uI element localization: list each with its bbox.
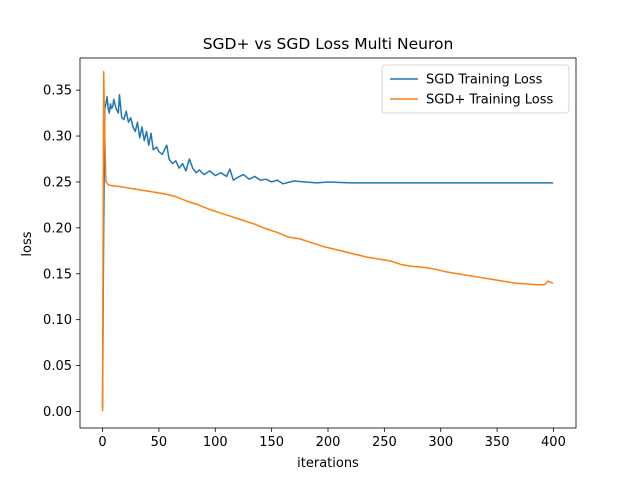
x-tick-label: 250 xyxy=(372,435,397,450)
x-tick-label: 100 xyxy=(203,435,228,450)
axes-frame xyxy=(79,57,577,429)
series-line-2 xyxy=(101,71,554,412)
y-axis-label: loss xyxy=(20,231,35,256)
chart-title: SGD+ vs SGD Loss Multi Neuron xyxy=(203,35,454,53)
x-axis-label: iterations xyxy=(297,456,359,471)
axes: 0 50 100 150 200 250 300 350 400 0.00 0.05 0.10 0.15… xyxy=(43,57,577,450)
legend-box xyxy=(381,64,570,114)
x-tick-label: 300 xyxy=(428,435,453,450)
x-tick-label: 50 xyxy=(151,435,168,450)
x-tick-label: 150 xyxy=(259,435,284,450)
y-tick-label: 0.10 xyxy=(43,313,72,328)
y-tick-label: 0.05 xyxy=(43,359,72,374)
x-tick-label: 200 xyxy=(316,435,341,450)
x-tick-label: 400 xyxy=(541,435,566,450)
series-line-1 xyxy=(101,93,554,408)
legend-label-1: SGD Training Loss xyxy=(426,73,543,88)
y-tick-label: 0.30 xyxy=(43,130,72,145)
legend: SGD Training Loss SGD+ Training Loss xyxy=(381,64,570,114)
plot-area xyxy=(101,71,554,412)
legend-label-2: SGD+ Training Loss xyxy=(426,93,554,108)
y-tick-label: 0.20 xyxy=(43,221,72,236)
y-tick-label: 0.15 xyxy=(43,267,72,282)
y-tick-label: 0.00 xyxy=(43,405,72,420)
y-tick-label: 0.25 xyxy=(43,175,72,190)
y-tick-label: 0.35 xyxy=(43,84,72,99)
x-tick-label: 0 xyxy=(98,435,106,450)
x-tick-label: 350 xyxy=(485,435,510,450)
